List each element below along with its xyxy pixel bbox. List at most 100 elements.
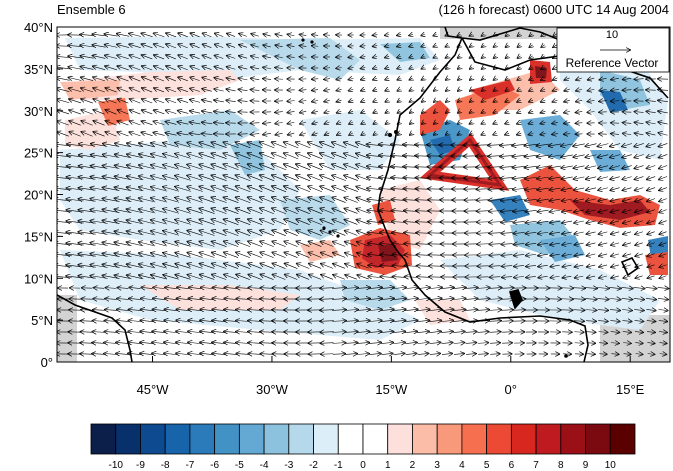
wind-vector xyxy=(263,56,271,58)
wind-vector xyxy=(549,166,561,168)
wind-vector xyxy=(57,99,70,104)
colorbar-swatch xyxy=(486,423,512,455)
wind-vector xyxy=(320,142,335,149)
wind-vector xyxy=(215,44,224,47)
wind-vector xyxy=(529,45,532,47)
wind-vector xyxy=(178,111,189,114)
wind-vector xyxy=(635,232,643,234)
wind-vector xyxy=(477,222,490,223)
wind-vector xyxy=(312,133,318,135)
wind-vector xyxy=(586,177,597,179)
wind-vector xyxy=(433,45,436,46)
wind-vector xyxy=(202,66,212,69)
wind-vector xyxy=(494,78,497,80)
wind-vector xyxy=(287,45,295,46)
colorbar-label: 3 xyxy=(434,460,440,471)
wind-vector xyxy=(349,100,353,102)
wind-vector xyxy=(598,199,608,201)
wind-vector xyxy=(260,219,275,226)
wind-vector xyxy=(647,166,656,169)
wind-vector xyxy=(284,164,299,171)
wind-vector xyxy=(260,230,274,236)
wind-vector xyxy=(325,133,330,135)
wind-vector xyxy=(505,122,509,124)
wind-vector xyxy=(142,55,153,60)
wind-vector xyxy=(296,197,310,204)
wind-vector xyxy=(227,67,236,69)
wind-vector xyxy=(203,33,212,36)
wind-vector xyxy=(635,166,644,169)
wind-vector xyxy=(573,144,585,146)
wind-vector xyxy=(224,186,239,192)
colorbar-swatch xyxy=(560,423,586,455)
wind-vector xyxy=(272,186,287,193)
wind-vector xyxy=(446,122,448,124)
wind-vector xyxy=(517,133,521,134)
wind-vector xyxy=(320,208,334,214)
wind-vector xyxy=(211,175,227,181)
wind-vector xyxy=(190,133,201,134)
wind-vector xyxy=(248,164,263,171)
wind-vector xyxy=(236,219,251,225)
wind-vectors xyxy=(57,33,668,355)
wind-vector xyxy=(187,231,203,236)
wind-vector xyxy=(263,133,272,134)
wind-vector xyxy=(81,99,93,104)
wind-vector xyxy=(105,77,117,82)
wind-vector xyxy=(202,111,213,113)
wind-vector xyxy=(106,121,117,126)
wind-vector xyxy=(272,208,287,215)
wind-vector xyxy=(623,188,632,191)
wind-vector xyxy=(434,56,437,58)
wind-vector xyxy=(564,111,571,112)
wind-vector xyxy=(190,88,200,91)
wind-vector xyxy=(659,221,667,224)
wind-vector xyxy=(175,176,191,181)
wind-vector xyxy=(622,155,632,158)
wind-vector xyxy=(482,34,485,36)
lon-tick-label: 30°W xyxy=(256,382,289,397)
wind-vector xyxy=(211,186,227,192)
wind-vector xyxy=(251,34,259,37)
wind-vector xyxy=(513,199,526,200)
wind-vector xyxy=(332,142,347,149)
wind-vector xyxy=(373,111,376,113)
wind-vector xyxy=(361,122,364,124)
wind-vector xyxy=(446,133,449,135)
colorbar-swatch xyxy=(189,423,216,455)
wind-vector xyxy=(175,242,191,247)
wind-vector xyxy=(635,133,644,135)
wind-vector xyxy=(373,100,376,102)
wind-vector xyxy=(647,232,655,235)
wind-vector xyxy=(69,88,82,93)
wind-vector xyxy=(561,155,573,157)
wind-vector xyxy=(348,68,354,69)
wind-vector xyxy=(312,79,319,80)
wind-vector xyxy=(458,89,460,91)
wind-vector xyxy=(586,221,596,223)
wind-vector xyxy=(549,188,561,190)
wind-vector xyxy=(309,230,322,236)
wind-vector xyxy=(576,123,583,124)
wind-vector xyxy=(646,111,656,112)
wind-vector xyxy=(553,56,557,58)
wind-vector xyxy=(93,99,105,104)
wind-vector xyxy=(398,111,401,113)
wind-vector xyxy=(187,187,203,192)
wind-vector xyxy=(163,176,180,181)
wind-vector xyxy=(525,210,537,211)
wind-vector xyxy=(529,56,532,58)
wind-vector xyxy=(214,111,225,112)
wind-vector xyxy=(263,45,271,47)
wind-vector xyxy=(190,100,201,103)
wind-vector xyxy=(458,78,460,80)
wind-vector xyxy=(541,34,544,36)
wind-vector xyxy=(434,100,436,102)
colorbar-swatch xyxy=(90,423,117,455)
wind-vector xyxy=(190,122,201,124)
wind-vector xyxy=(344,153,359,159)
wind-vector xyxy=(93,77,106,82)
wind-vector xyxy=(576,89,583,91)
lon-tick-label: 45°W xyxy=(137,382,170,397)
wind-vector xyxy=(588,89,595,91)
